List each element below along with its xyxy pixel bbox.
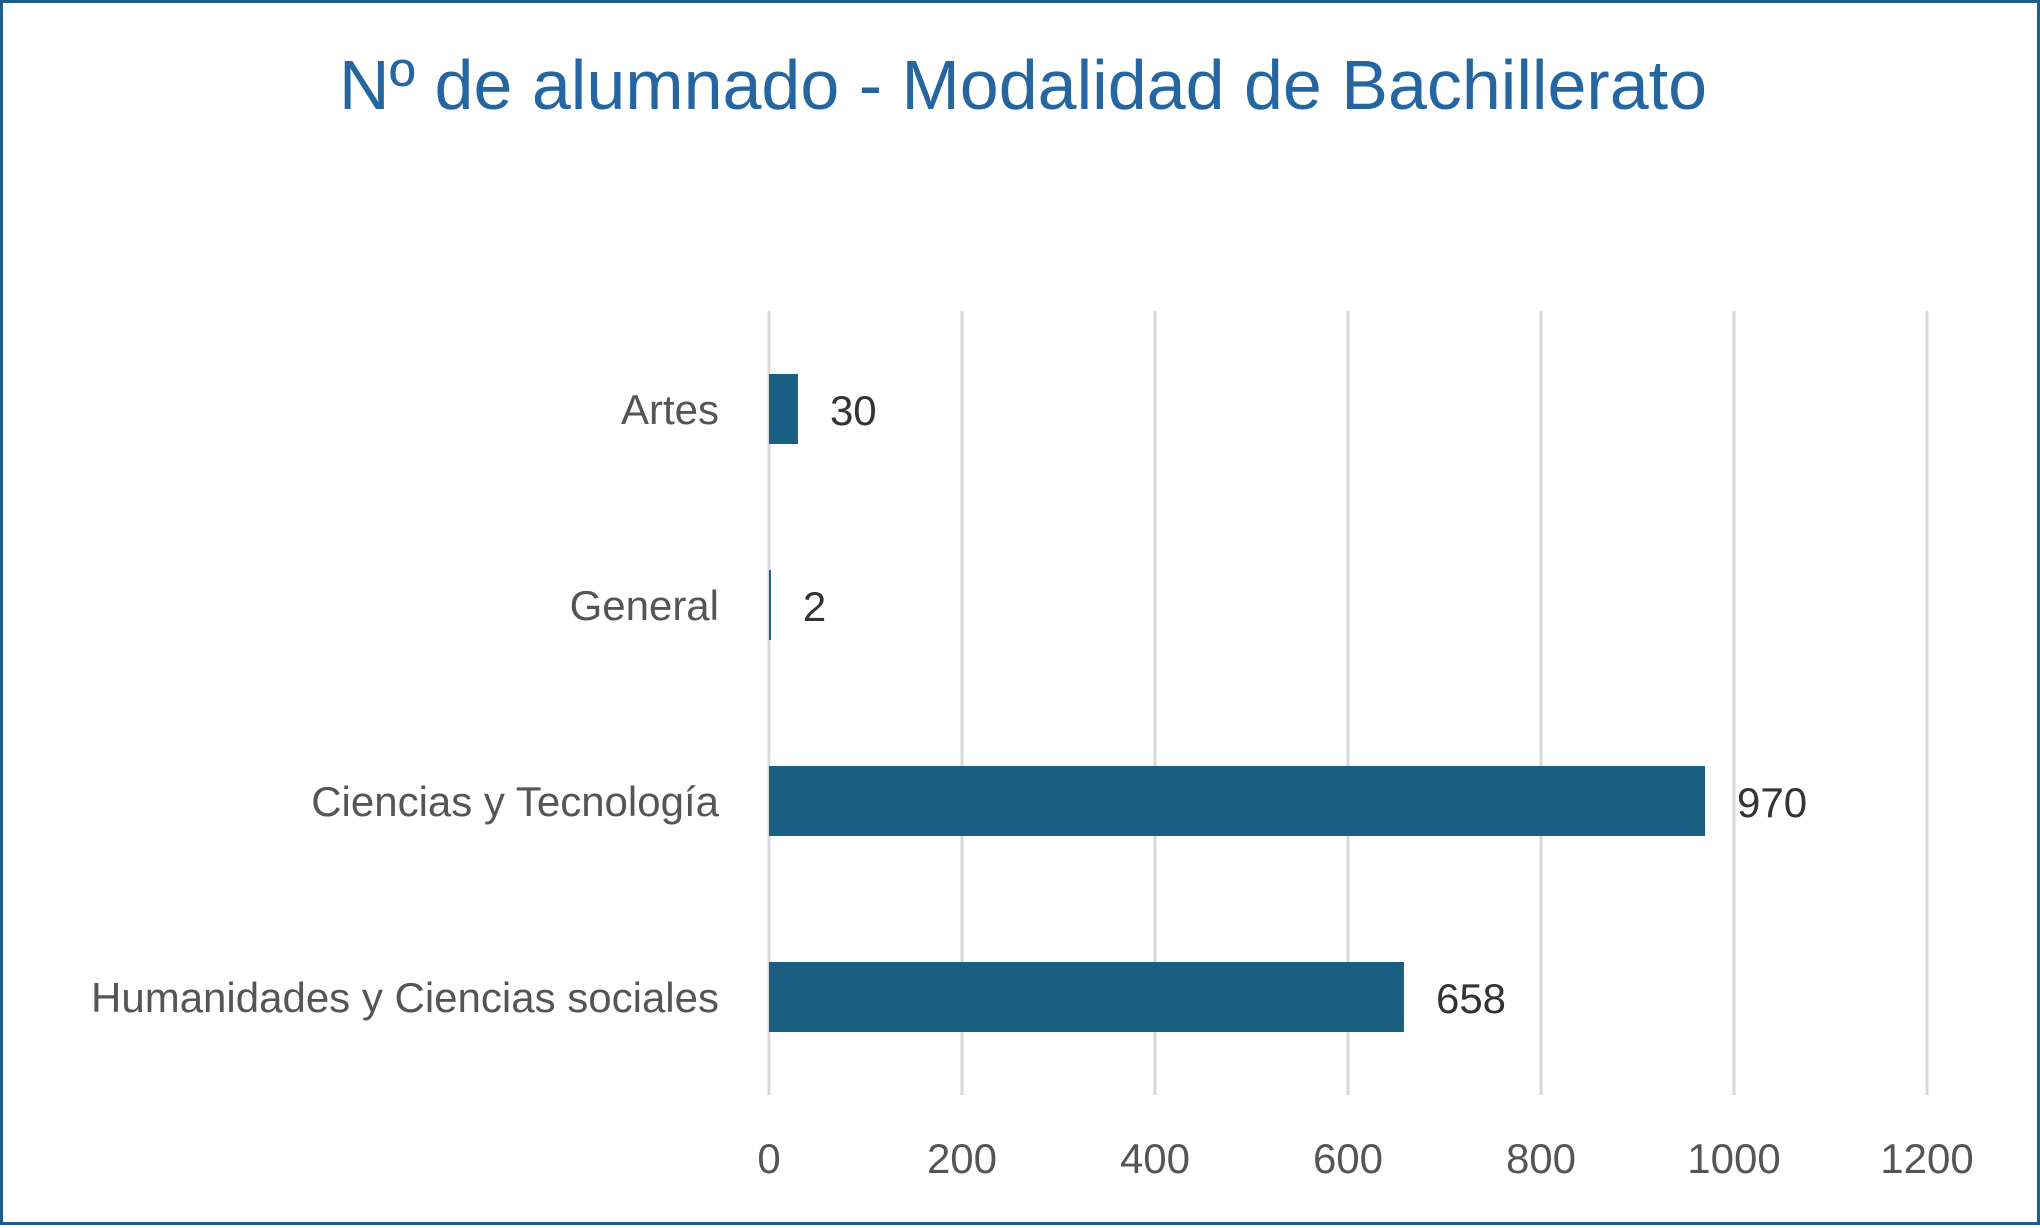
chart-title: Nº de alumnado - Modalidad de Bachillera… xyxy=(338,46,1708,124)
x-tick-label: 200 xyxy=(927,1135,997,1182)
x-tick-label: 1000 xyxy=(1687,1135,1780,1182)
category-label: Ciencias y Tecnología xyxy=(311,778,719,825)
bar xyxy=(769,962,1404,1032)
x-tick-label: 1200 xyxy=(1880,1135,1973,1182)
category-label: General xyxy=(570,582,719,629)
bars xyxy=(769,374,1706,1032)
x-tick-label: 600 xyxy=(1313,1135,1383,1182)
x-tick-label: 800 xyxy=(1506,1135,1576,1182)
x-tick-label: 0 xyxy=(757,1135,780,1182)
bar-chart: 0 200 400 600 800 1000 1200 Artes 30 General 2 Cien… xyxy=(91,311,1974,1182)
bar xyxy=(769,570,771,640)
bar xyxy=(769,766,1706,836)
data-label: 2 xyxy=(803,583,826,630)
data-label: 970 xyxy=(1737,779,1807,826)
data-label: 658 xyxy=(1436,975,1506,1022)
x-tick-label: 400 xyxy=(1120,1135,1190,1182)
category-label: Humanidades y Ciencias sociales xyxy=(91,974,719,1021)
category-label: Artes xyxy=(621,386,719,433)
bar xyxy=(769,374,798,444)
labels: 0 200 400 600 800 1000 1200 Artes 30 General 2 Cien… xyxy=(91,386,1974,1182)
data-label: 30 xyxy=(830,387,877,434)
